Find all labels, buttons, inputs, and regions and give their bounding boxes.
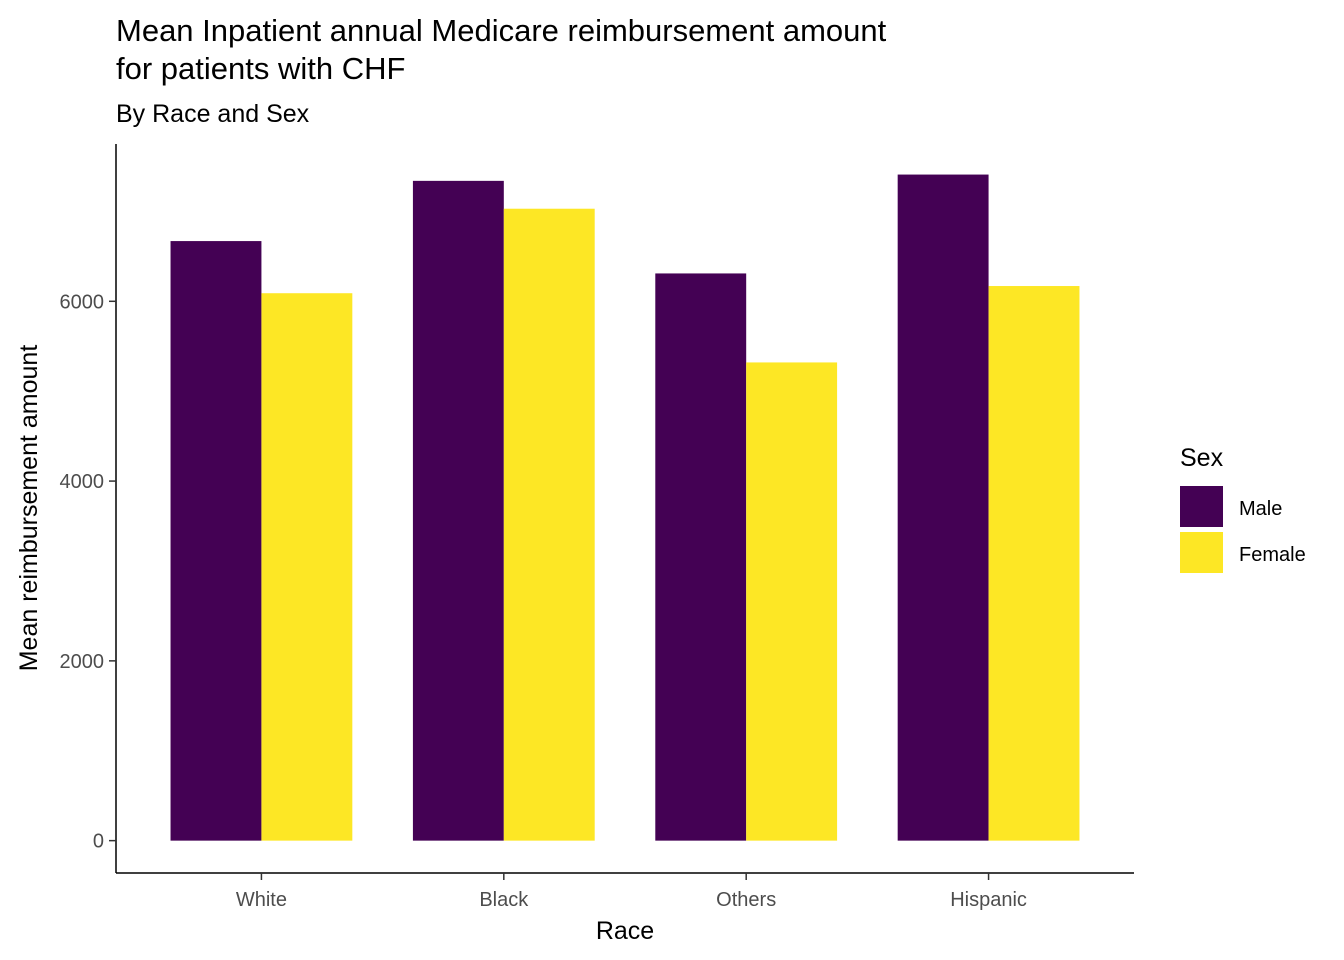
legend-title: Sex xyxy=(1180,444,1224,472)
bar-hispanic-male xyxy=(897,174,989,841)
y-axis-title: Mean reimbursement amount xyxy=(15,345,43,672)
bar-white-male xyxy=(170,241,262,841)
bar-others-female xyxy=(746,362,838,841)
bar-black-female xyxy=(503,208,595,841)
bar-black-male xyxy=(412,180,504,841)
chart-title: Mean Inpatient annual Medicare reimburse… xyxy=(116,13,895,86)
legend-key-male xyxy=(1180,486,1223,527)
y-tick-label: 6000 xyxy=(60,291,105,313)
y-tick-label: 4000 xyxy=(60,471,105,493)
x-axis-title: Race xyxy=(596,917,654,945)
x-tick-label: Others xyxy=(716,889,776,911)
legend: Sex Male Female xyxy=(1180,444,1306,573)
chart-subtitle: By Race and Sex xyxy=(116,100,310,128)
x-tick-label: Hispanic xyxy=(950,889,1027,911)
chart-title-line-1: Mean Inpatient annual Medicare reimburse… xyxy=(116,13,887,48)
legend-label-male: Male xyxy=(1239,498,1282,520)
bar-others-male xyxy=(655,273,747,841)
y-tick-label: 0 xyxy=(93,831,104,853)
legend-key-female xyxy=(1180,532,1223,573)
bar-hispanic-female xyxy=(988,286,1080,841)
bar-white-female xyxy=(261,293,353,841)
x-tick-label: White xyxy=(236,889,287,911)
bars-layer xyxy=(170,174,1080,841)
chart-title-line-2: for patients with CHF xyxy=(116,51,405,86)
y-tick-label: 2000 xyxy=(60,651,105,673)
y-axis: 0 2000 4000 6000 xyxy=(60,144,117,873)
x-axis: White Black Others Hispanic xyxy=(116,872,1134,911)
x-tick-label: Black xyxy=(479,889,529,911)
legend-label-female: Female xyxy=(1239,544,1306,566)
